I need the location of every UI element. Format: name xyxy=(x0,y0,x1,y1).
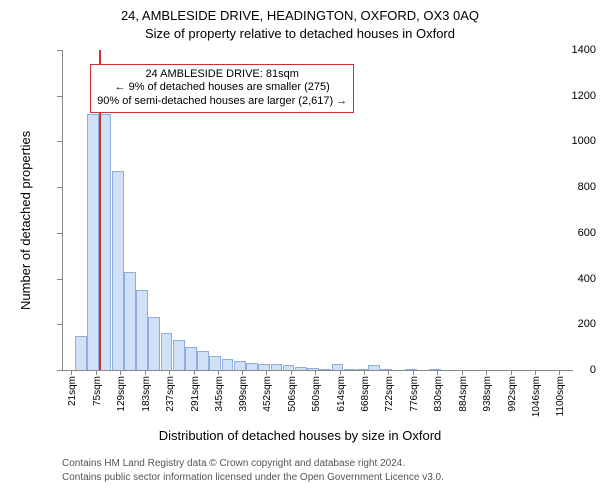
x-tick-label: 1046sqm xyxy=(531,376,542,417)
x-tick-label: 21sqm xyxy=(67,376,78,406)
histogram-bar xyxy=(148,317,160,370)
x-tick-label: 1100sqm xyxy=(555,376,566,416)
histogram-bar xyxy=(405,369,417,370)
y-tick-label: 400 xyxy=(540,273,596,285)
annotation-box: 24 AMBLESIDE DRIVE: 81sqm← 9% of detache… xyxy=(90,64,354,113)
histogram-bar xyxy=(332,364,344,370)
y-tick-mark xyxy=(57,187,62,188)
x-tick-mark xyxy=(340,370,341,375)
histogram-bar xyxy=(258,364,270,370)
histogram-bar xyxy=(429,369,441,370)
x-tick-mark xyxy=(242,370,243,375)
y-tick-mark xyxy=(57,324,62,325)
histogram-bar xyxy=(234,361,246,370)
x-tick-label: 614sqm xyxy=(336,376,347,412)
x-tick-mark xyxy=(462,370,463,375)
x-tick-label: 938sqm xyxy=(482,376,493,412)
y-tick-label: 0 xyxy=(540,364,596,376)
x-axis-label: Distribution of detached houses by size … xyxy=(0,428,600,443)
histogram-bar xyxy=(344,369,356,370)
histogram-bar xyxy=(307,368,319,370)
histogram-bar xyxy=(100,114,112,370)
x-tick-mark xyxy=(559,370,560,375)
x-tick-mark xyxy=(291,370,292,375)
histogram-bar xyxy=(222,359,234,370)
histogram-bar xyxy=(87,114,99,370)
footer-copyright-2: Contains public sector information licen… xyxy=(62,472,444,483)
x-tick-mark xyxy=(266,370,267,375)
histogram-bar xyxy=(209,356,221,370)
x-tick-label: 183sqm xyxy=(141,376,152,412)
x-tick-label: 452sqm xyxy=(262,376,273,412)
x-tick-mark xyxy=(194,370,195,375)
x-tick-label: 560sqm xyxy=(311,376,322,412)
chart-title: 24, AMBLESIDE DRIVE, HEADINGTON, OXFORD,… xyxy=(0,8,600,23)
plot-area: 24 AMBLESIDE DRIVE: 81sqm← 9% of detache… xyxy=(62,50,573,371)
histogram-bar xyxy=(295,367,307,370)
y-tick-mark xyxy=(57,233,62,234)
y-tick-mark xyxy=(57,96,62,97)
histogram-bar xyxy=(368,365,380,370)
annotation-line: ← 9% of detached houses are smaller (275… xyxy=(97,81,347,95)
x-tick-label: 830sqm xyxy=(433,376,444,412)
x-tick-label: 345sqm xyxy=(214,376,225,412)
y-tick-label: 1200 xyxy=(540,90,596,102)
x-tick-mark xyxy=(535,370,536,375)
histogram-bar xyxy=(356,369,368,370)
x-tick-label: 668sqm xyxy=(360,376,371,412)
y-tick-mark xyxy=(57,279,62,280)
y-tick-label: 600 xyxy=(540,227,596,239)
x-tick-label: 722sqm xyxy=(384,376,395,412)
property-size-chart: 24, AMBLESIDE DRIVE, HEADINGTON, OXFORD,… xyxy=(0,0,600,500)
y-axis-label: Number of detached properties xyxy=(18,131,33,310)
x-tick-mark xyxy=(511,370,512,375)
x-tick-mark xyxy=(145,370,146,375)
footer-copyright-1: Contains HM Land Registry data © Crown c… xyxy=(62,458,405,469)
histogram-bar xyxy=(112,171,124,370)
x-tick-mark xyxy=(315,370,316,375)
x-tick-label: 129sqm xyxy=(116,376,127,412)
histogram-bar xyxy=(271,364,283,370)
histogram-bar xyxy=(185,347,197,370)
chart-subtitle: Size of property relative to detached ho… xyxy=(0,26,600,41)
x-tick-label: 291sqm xyxy=(190,376,201,412)
histogram-bar xyxy=(197,351,209,370)
histogram-bar xyxy=(283,365,295,370)
x-tick-mark xyxy=(120,370,121,375)
y-tick-label: 1000 xyxy=(540,135,596,147)
x-tick-label: 399sqm xyxy=(238,376,249,412)
x-tick-label: 992sqm xyxy=(507,376,518,412)
x-tick-mark xyxy=(437,370,438,375)
y-tick-label: 200 xyxy=(540,318,596,330)
histogram-bar xyxy=(173,340,185,370)
x-tick-mark xyxy=(218,370,219,375)
x-tick-mark xyxy=(413,370,414,375)
x-tick-mark xyxy=(388,370,389,375)
x-tick-label: 75sqm xyxy=(92,376,103,406)
annotation-line: 90% of semi-detached houses are larger (… xyxy=(97,95,347,109)
x-tick-mark xyxy=(71,370,72,375)
x-tick-mark xyxy=(486,370,487,375)
x-tick-label: 884sqm xyxy=(458,376,469,412)
histogram-bar xyxy=(319,369,331,370)
x-tick-label: 776sqm xyxy=(409,376,420,412)
y-tick-label: 800 xyxy=(540,181,596,193)
y-tick-mark xyxy=(57,50,62,51)
y-tick-mark xyxy=(57,141,62,142)
y-tick-label: 1400 xyxy=(540,44,596,56)
x-tick-mark xyxy=(364,370,365,375)
histogram-bar xyxy=(380,369,392,370)
histogram-bar xyxy=(136,290,148,370)
annotation-line: 24 AMBLESIDE DRIVE: 81sqm xyxy=(97,68,347,82)
histogram-bar xyxy=(75,336,87,370)
x-tick-label: 506sqm xyxy=(287,376,298,412)
histogram-bar xyxy=(246,363,258,370)
histogram-bar xyxy=(124,272,136,370)
x-tick-label: 237sqm xyxy=(165,376,176,412)
x-tick-mark xyxy=(96,370,97,375)
histogram-bar xyxy=(161,333,173,370)
y-tick-mark xyxy=(57,370,62,371)
x-tick-mark xyxy=(169,370,170,375)
